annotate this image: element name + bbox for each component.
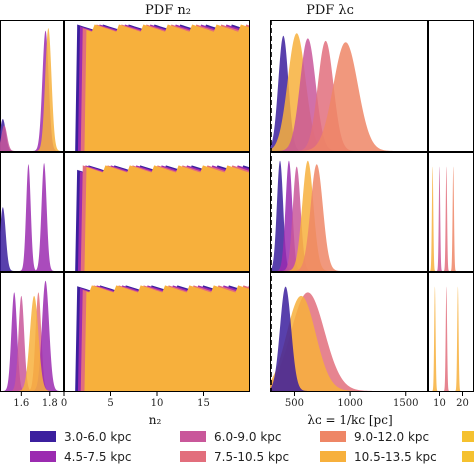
pdf-peak-col3-row1-3	[276, 38, 339, 151]
xtick-label-col2-3: 10	[151, 398, 164, 409]
pdf-peak-col3-row2-1	[270, 160, 293, 271]
legend-swatch-4	[180, 451, 206, 462]
panel-frame-col4-row1	[428, 20, 474, 152]
pdf-peak-col1-row3-1	[2, 292, 26, 391]
pdf-peak-col3-row1-5	[296, 42, 395, 152]
xtick-label-col3-1: 500	[285, 398, 304, 409]
legend-swatch-partial	[462, 431, 474, 442]
xtick-label-col2-1: 0	[61, 398, 67, 409]
legend-label-4: 7.5-10.5 kpc	[214, 450, 289, 464]
legend-swatch-partial-2	[462, 451, 474, 462]
legend: 3.0-6.0 kpc 4.5-7.5 kpc 6.0-9.0 kpc 7.5-10.…	[30, 430, 474, 464]
pdf-peak-col3-row2-4	[285, 160, 331, 271]
pdf-peak-col4-row2-2	[436, 166, 443, 271]
pdf-plateau-col2-row3-4	[84, 285, 250, 391]
legend-swatch-6	[320, 451, 346, 462]
xtick-label-col3-3: 1500	[393, 398, 418, 409]
title-pdf-lambda: PDF λᴄ	[306, 3, 354, 18]
pdf-plateau-col2-row2-4	[84, 165, 250, 271]
legend-label-6: 10.5-13.5 kpc	[354, 450, 437, 464]
xtick-label-col2-4: 15	[197, 398, 210, 409]
pdf-peak-col1-row3-4	[31, 280, 60, 391]
pdf-peak-col4-row2-1	[429, 166, 436, 271]
legend-swatch-3	[180, 431, 206, 442]
xtick-label-col4-2: 20	[456, 398, 469, 409]
pdf-peak-col3-row3-3	[270, 286, 308, 391]
legend-swatch-2	[30, 451, 56, 462]
panel-frame-col1-row3	[0, 272, 64, 392]
pdf-peak-col4-row3-1	[432, 286, 438, 391]
legend-label-2: 4.5-7.5 kpc	[64, 450, 131, 464]
panel-frame-col1-row1	[0, 20, 64, 152]
panel-frame-col2-row2	[64, 152, 250, 272]
pdf-peak-col4-row3-2	[443, 286, 450, 391]
pdf-peak-col1-row1-2	[35, 28, 61, 151]
pdf-peak-col4-row2-4	[450, 166, 457, 271]
pdf-peak-col4-row2-3	[443, 166, 450, 271]
pdf-peak-col1-row1-4	[0, 125, 16, 151]
panel-frame-col4-row2	[428, 152, 474, 272]
pdf-peak-col3-row2-5	[292, 164, 342, 271]
title-pdf-n2: PDF n₂	[145, 3, 191, 18]
xlabel-lambda: λᴄ = 1/kᴄ [pc]	[307, 413, 392, 427]
legend-label-3: 6.0-9.0 kpc	[214, 430, 281, 444]
pdf-peak-col1-row2-1	[19, 164, 38, 271]
xtick-label-col1-2: 1.8	[42, 398, 58, 409]
xtick-label-col4-1: 10	[433, 398, 446, 409]
panel-frame-col2-row3	[64, 272, 250, 392]
pdf-peak-col3-row1-4	[294, 40, 357, 151]
xtick-label-col2-2: 5	[107, 398, 113, 409]
panel-grid: 1.6 1.8 0 5 10 15 500 1000 1500 10 20	[0, 20, 474, 409]
pdf-peak-col1-row3-2	[9, 295, 33, 391]
legend-swatch-5	[320, 431, 346, 442]
legend-label-5: 9.0-12.0 kpc	[354, 430, 429, 444]
panel-frame-col1-row2	[0, 152, 64, 272]
panel-frame-col2-row1	[64, 20, 250, 152]
pdf-peak-col3-row2-3	[281, 166, 313, 271]
pdf-plateau-col2-row1-4	[84, 24, 250, 151]
xlabel-n2: n₂	[149, 413, 162, 427]
pdf-peak-col1-row3-5	[17, 295, 52, 391]
xtick-label-col1-1: 1.6	[13, 398, 29, 409]
pdf-peak-col3-row2-2	[275, 160, 303, 271]
pdf-peak-col1-row2-2	[33, 163, 55, 271]
legend-label-1: 3.0-6.0 kpc	[64, 430, 131, 444]
pdf-peak-col1-row2-3	[0, 207, 15, 271]
legend-swatch-1	[30, 431, 56, 442]
pdf-peak-col4-row3-3	[455, 286, 461, 391]
xtick-label-col3-2: 1000	[337, 398, 362, 409]
